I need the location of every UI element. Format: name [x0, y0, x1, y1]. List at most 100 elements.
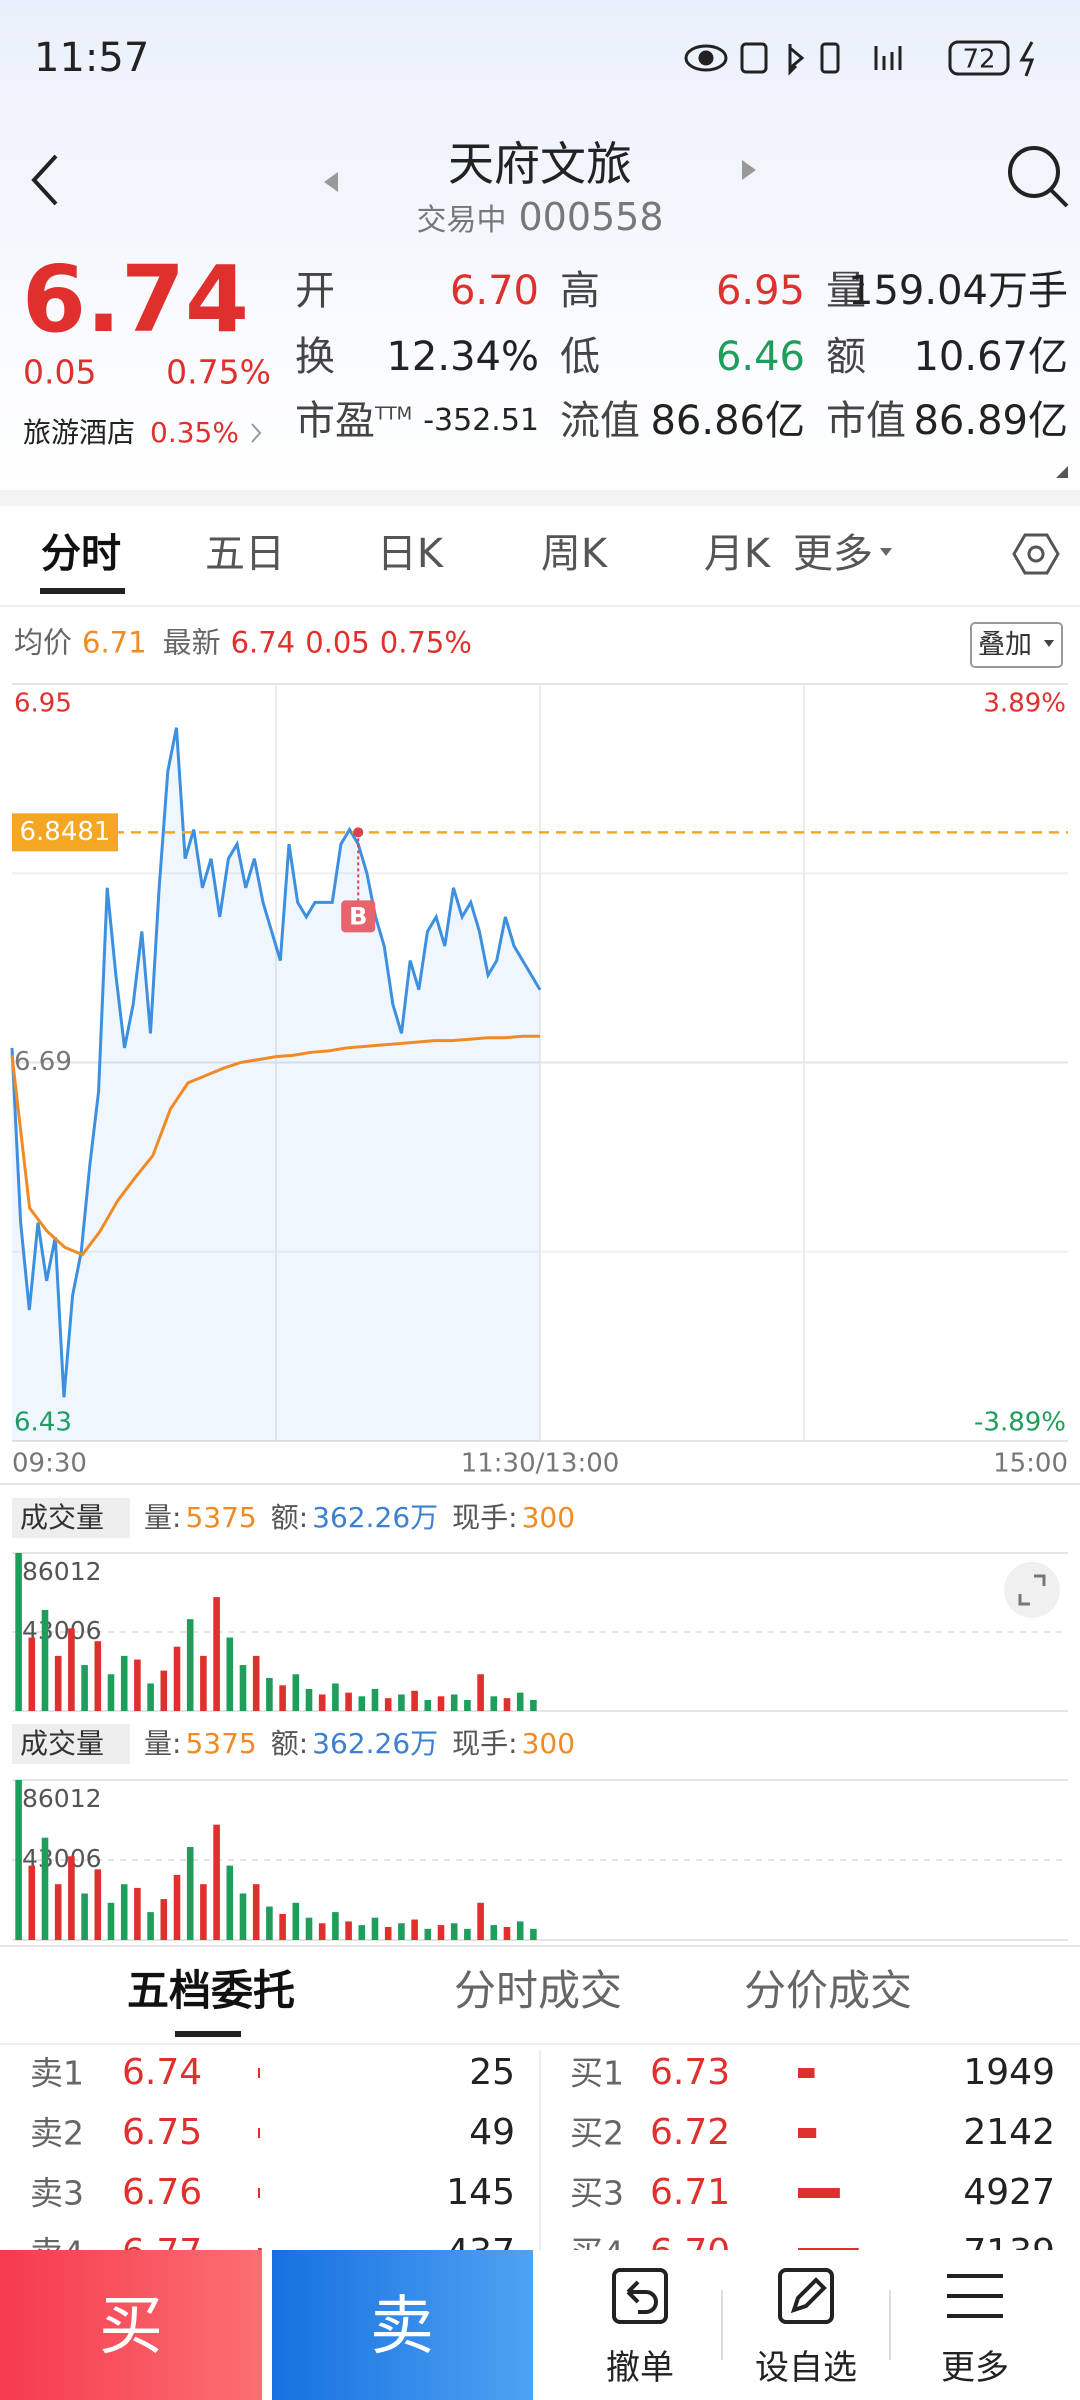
order-volume-bar	[798, 2128, 817, 2138]
volume-header: 成交量 量: 5375 额: 362.26万 现手: 300	[12, 1724, 585, 1764]
overlay-button[interactable]	[970, 622, 1063, 668]
sector-name[interactable]: 旅游酒店	[23, 416, 136, 449]
volume-bar	[68, 1628, 75, 1711]
volume-bar	[345, 1921, 352, 1940]
volume-bar	[450, 1923, 458, 1940]
stat-label: 低	[560, 334, 600, 380]
volume-bar	[186, 1619, 194, 1711]
sell-button[interactable]	[272, 2250, 533, 2400]
y-tick-label: 86012	[22, 1784, 102, 1813]
more-icon[interactable]	[947, 2274, 1003, 2318]
volume-bar	[15, 1553, 22, 1711]
volume-bar	[411, 1919, 418, 1940]
stock-name: 天府文旅	[448, 137, 632, 191]
chart-tab[interactable]: 更多	[793, 531, 873, 577]
volume-bar	[318, 1923, 326, 1940]
order-price: 6.73	[650, 2052, 731, 2093]
volume-bar	[516, 1692, 524, 1711]
volume-bar	[81, 1665, 88, 1711]
watchlist-icon[interactable]	[778, 2268, 834, 2324]
volume-bar	[503, 1926, 511, 1940]
order-volume: 2142	[963, 2112, 1055, 2153]
stat-value: 159.04万手	[848, 268, 1068, 314]
volume-bar	[147, 1912, 154, 1940]
volume-bar	[81, 1893, 88, 1940]
volume-bar	[54, 1884, 62, 1940]
sell-label[interactable]: 卖	[370, 2290, 434, 2364]
volume-bar	[147, 1683, 154, 1711]
order-volume-bar	[798, 2068, 815, 2078]
volume-bar	[213, 1824, 220, 1940]
volume-bar	[54, 1655, 62, 1711]
volume-bar	[41, 1609, 49, 1711]
indicator-selector[interactable]: 成交量	[12, 1498, 131, 1538]
chart-tab[interactable]: 日K	[376, 531, 444, 577]
buy-label[interactable]: 买	[99, 2290, 163, 2364]
order-tab-indicator	[175, 2031, 241, 2037]
volume-bar	[490, 1696, 498, 1711]
order-price: 6.72	[650, 2112, 731, 2153]
volume-bar	[516, 1921, 524, 1940]
search-button[interactable]	[1008, 146, 1069, 208]
order-tab[interactable]: 五档委托	[126, 1966, 296, 2015]
reference-label-box	[12, 813, 118, 852]
volume-bar	[226, 1637, 234, 1711]
volume-stat: 额:	[270, 1501, 309, 1534]
volume-bar	[186, 1846, 194, 1940]
volume-bar	[173, 1874, 181, 1940]
last-price: 6.74	[22, 246, 249, 353]
stat-label: 换	[295, 334, 335, 380]
overlay-caret	[1044, 640, 1054, 647]
expand-corner[interactable]	[1056, 466, 1068, 478]
prev-stock[interactable]	[324, 172, 338, 192]
y-tick-label: 43006	[22, 1616, 102, 1645]
volume-bar	[437, 1925, 445, 1940]
order-level: 卖1	[30, 2053, 84, 2093]
buy-button[interactable]	[0, 2250, 262, 2400]
volume-stat: 300	[521, 1501, 576, 1534]
chart-tab[interactable]: 月K	[703, 531, 771, 577]
volume-bar	[398, 1694, 405, 1711]
volume-bar	[371, 1917, 379, 1940]
volume-bar	[279, 1913, 286, 1940]
price-change-pct: 0.75%	[166, 352, 271, 392]
chart-tab[interactable]: 五日	[205, 531, 285, 577]
stat-label: 高	[560, 268, 600, 314]
volume-stat: 5375	[185, 1727, 257, 1760]
trading-status: 交易中 000558	[416, 198, 663, 236]
volume-bar	[173, 1646, 181, 1711]
order-price: 6.75	[122, 2112, 203, 2153]
next-stock[interactable]	[742, 160, 756, 180]
volume-stat: 362.26万	[312, 1501, 439, 1534]
price-info: 均价 6.71 最新 6.74 0.05 0.75%	[14, 625, 472, 660]
action-label[interactable]: 撤单	[606, 2348, 674, 2388]
fullscreen-button[interactable]	[1004, 1562, 1060, 1618]
volume-bar	[503, 1698, 511, 1711]
back-button[interactable]	[31, 154, 58, 206]
chart-tab[interactable]: 分时	[41, 531, 121, 577]
stat-value: 12.34%	[386, 334, 539, 380]
stat-label: 额	[826, 334, 866, 380]
chart-tab[interactable]: 周K	[540, 531, 608, 577]
sector-change: 0.35%	[150, 416, 239, 449]
overlay-label[interactable]: 叠加	[978, 629, 1032, 661]
volume-bar	[490, 1925, 498, 1940]
volume-bar	[384, 1926, 392, 1940]
tab-indicator	[40, 588, 125, 594]
volume-bar	[292, 1674, 300, 1711]
action-label[interactable]: 设自选	[755, 2348, 857, 2388]
volume-bar	[424, 1928, 432, 1940]
order-tab[interactable]: 分价成交	[743, 1966, 913, 2015]
volume-bar	[477, 1674, 484, 1711]
volume-bar	[450, 1694, 458, 1711]
action-label[interactable]: 更多	[941, 2348, 1009, 2388]
settings-button[interactable]	[1012, 533, 1060, 575]
y-tick-label: 43006	[22, 1844, 102, 1873]
indicator-selector[interactable]: 成交量	[12, 1724, 131, 1764]
cancel-order-icon[interactable]	[612, 2268, 668, 2324]
order-tab[interactable]: 分时成交	[453, 1966, 623, 2015]
price-line	[10, 727, 542, 1398]
volume-bar	[477, 1902, 484, 1940]
info-item: 0.05	[305, 625, 370, 660]
y-tick-label: 86012	[22, 1557, 102, 1586]
